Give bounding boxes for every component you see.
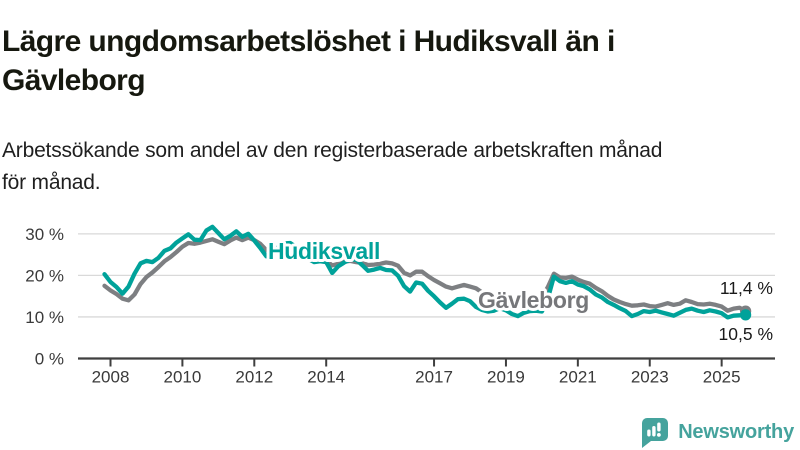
end-value-label-hudiksvall: 10,5 % bbox=[719, 324, 773, 344]
logo-exclamation-dot bbox=[657, 433, 661, 437]
y-tick-label: 10 % bbox=[25, 308, 64, 327]
x-tick-label: 2017 bbox=[415, 368, 453, 387]
x-tick-label: 2012 bbox=[235, 368, 273, 387]
page-title: Lägre ungdomsarbetslöshet i Hudiksvall ä… bbox=[2, 22, 782, 100]
title-line-1: Lägre ungdomsarbetslöshet i Hudiksvall ä… bbox=[2, 25, 615, 59]
brand-name: Newsworthy bbox=[678, 420, 794, 443]
line-chart-svg: 2008 2010 2012 2014 2017 2019 2021 2023 2025 0 % 1… bbox=[25, 224, 775, 387]
series-line-hudiksvall bbox=[102, 224, 748, 320]
subtitle-line-1: Arbetssökande som andel av den registerb… bbox=[2, 139, 663, 162]
x-tick-label: 2014 bbox=[307, 368, 345, 387]
end-value-label-gävleborg: 11,4 % bbox=[720, 278, 773, 298]
chart-subtitle: Arbetssökande som andel av den registerb… bbox=[2, 135, 782, 199]
series-line-gävleborg bbox=[102, 235, 748, 314]
unemployment-line-chart: 2008 2010 2012 2014 2017 2019 2021 2023 2025 0 % 1… bbox=[0, 195, 800, 400]
newsworthy-brand: Newsworthy bbox=[638, 416, 794, 448]
x-tick-label: 2021 bbox=[559, 368, 597, 387]
y-tick-label: 20 % bbox=[25, 266, 64, 285]
title-line-2: Gävleborg bbox=[2, 64, 146, 98]
x-tick-label: 2008 bbox=[92, 368, 130, 387]
x-tick-label: 2025 bbox=[703, 368, 741, 387]
x-tick-label: 2019 bbox=[487, 368, 525, 387]
x-tick-label: 2023 bbox=[631, 368, 669, 387]
series-label-gävleborg: Gävleborg bbox=[478, 287, 589, 313]
y-tick-label: 30 % bbox=[25, 225, 64, 244]
end-dot-hudiksvall bbox=[740, 309, 752, 321]
newsworthy-logo-icon bbox=[642, 418, 669, 448]
logo-bar-small bbox=[647, 429, 651, 437]
series-label-hudiksvall: Hudiksvall bbox=[268, 238, 380, 264]
logo-bar-tall bbox=[652, 426, 656, 437]
x-tick-label: 2010 bbox=[163, 368, 201, 387]
subtitle-line-2: för månad. bbox=[2, 171, 101, 194]
y-tick-label: 0 % bbox=[35, 350, 64, 369]
logo-exclamation-bar bbox=[657, 422, 661, 432]
